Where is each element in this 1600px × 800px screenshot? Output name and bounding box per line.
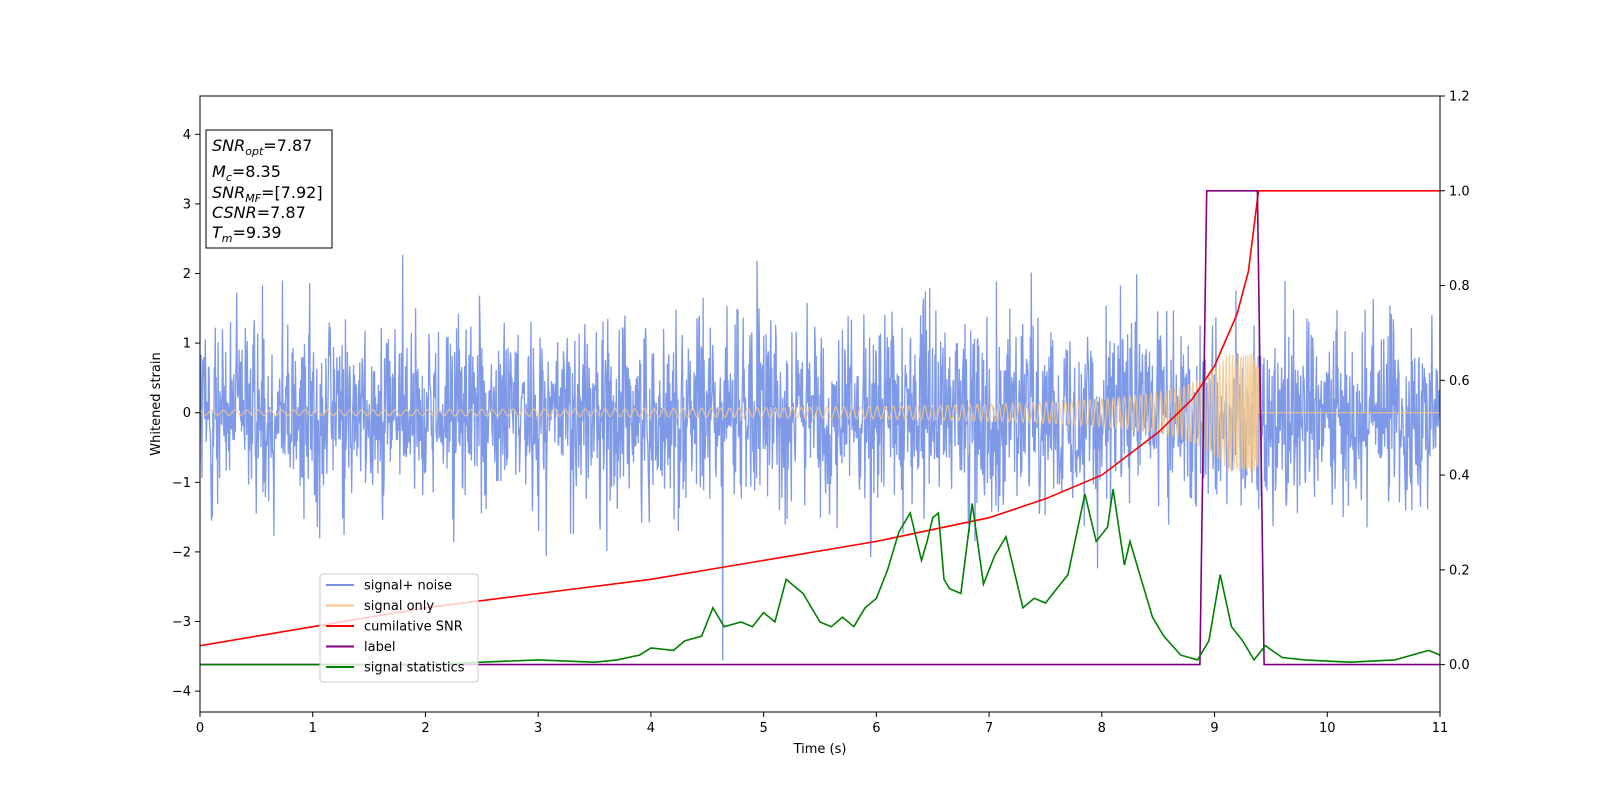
annotation-symbol: SNR [212,183,245,202]
y-tick-label: −4 [172,685,191,700]
series-label-line [200,190,1440,666]
y2-tick-label: 1.2 [1449,90,1470,105]
annotation-line: SNRMF=[7.92] [212,183,323,205]
x-axis: 0 1 2 3 4 5 6 7 8 9 10 11 [196,712,1448,736]
legend-label: signal only [364,599,434,614]
series-signal-statistics-line [200,489,1440,666]
y2-tick-label: 0.8 [1449,279,1470,294]
annotation-value: =8.35 [232,162,281,181]
legend-label: signal statistics [364,661,465,676]
y-axis-right: 0.0 0.2 0.4 0.6 0.8 1.0 1.2 [1440,90,1470,673]
y-tick-label: −1 [172,476,191,491]
y-tick-label: 2 [183,267,191,282]
y2-tick-label: 0.2 [1449,563,1470,578]
annotation-line: Tm=9.39 [212,223,282,245]
snr-annotation-box: SNRopt=7.87Mc=8.35SNRMF=[7.92]CSNR=7.87T… [205,129,333,249]
y-tick-label: 4 [183,128,191,143]
annotation-symbol: T [212,223,223,242]
annotation-line: Mc=8.35 [212,162,281,184]
annotation-subscript: c [226,171,232,184]
annotation-symbol: SNR [212,136,245,155]
legend-label: signal+ noise [364,579,452,594]
x-tick-label: 6 [872,721,880,736]
legend-label: cumilative SNR [364,620,463,635]
annotation-line: CSNR=7.87 [212,203,306,222]
y-tick-label: 0 [183,406,191,421]
x-axis-label: Time (s) [793,742,847,757]
legend-label: label [364,640,395,655]
y2-tick-label: 0.0 [1449,658,1470,673]
x-tick-label: 3 [534,721,542,736]
x-tick-label: 2 [421,721,429,736]
plot-area-frame [199,95,1441,713]
series-signal-only-line [200,353,1440,472]
annotation-frame [205,129,333,249]
x-tick-label: 4 [647,721,655,736]
y-tick-label: −2 [172,545,191,560]
legend: signal+ noise signal only cumilative SNR la… [319,573,479,683]
annotation-value: =7.87 [257,203,306,222]
x-tick-label: 7 [985,721,993,736]
annotation-subscript: MF [245,192,261,205]
annotation-value: =7.87 [263,136,312,155]
annotation-symbol: CSNR [212,203,257,222]
annotation-subscript: m [222,232,233,245]
y-axis-label: Whitened strain [149,352,164,455]
legend-frame [319,573,479,683]
x-tick-label: 8 [1098,721,1106,736]
y2-tick-label: 0.4 [1449,469,1470,484]
y-tick-label: −3 [172,615,191,630]
x-tick-label: 11 [1432,721,1449,736]
x-tick-label: 9 [1210,721,1218,736]
y-tick-label: 1 [183,337,191,352]
annotation-subscript: opt [245,145,264,158]
annotation-value: =[7.92] [261,183,323,202]
annotation-symbol: M [212,162,226,181]
x-tick-label: 1 [309,721,317,736]
y-tick-label: 3 [183,197,191,212]
x-tick-label: 5 [759,721,767,736]
series-layer [200,190,1440,666]
x-tick-label: 10 [1319,721,1336,736]
annotation-value: =9.39 [233,223,282,242]
y-axis-left: −4 −3 −2 −1 0 1 2 3 4 [172,128,200,700]
series-cumulative-snr-line [200,190,1440,647]
annotation-line: SNRopt=7.87 [212,136,312,158]
x-tick-label: 0 [196,721,204,736]
y2-tick-label: 0.6 [1449,374,1470,389]
y2-tick-label: 1.0 [1449,184,1470,199]
